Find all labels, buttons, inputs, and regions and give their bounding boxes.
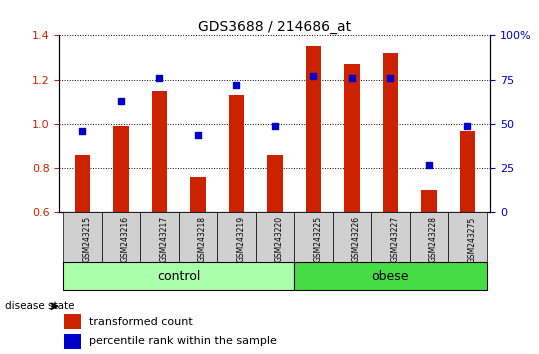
Bar [267, 155, 282, 345]
Bar [151, 91, 167, 345]
Bar [178, 212, 217, 262]
Title: GDS3688 / 214686_at: GDS3688 / 214686_at [198, 21, 351, 34]
Text: GSM243218: GSM243218 [198, 216, 207, 262]
Bar [344, 64, 360, 345]
Bar [421, 190, 437, 345]
Bar [294, 262, 487, 290]
Bar [294, 212, 333, 262]
Text: transformed count: transformed count [89, 316, 193, 327]
Bar [102, 212, 140, 262]
Text: GSM243216: GSM243216 [121, 216, 130, 262]
Point [386, 75, 395, 81]
Point [194, 132, 202, 137]
Point [348, 75, 356, 81]
Bar [113, 126, 129, 345]
Point [425, 162, 433, 167]
Text: GSM243226: GSM243226 [352, 216, 361, 262]
Bar [140, 212, 178, 262]
Text: GSM243219: GSM243219 [237, 216, 245, 262]
Bar [229, 95, 244, 345]
Bar [371, 212, 410, 262]
Text: control: control [157, 270, 201, 282]
Bar [383, 53, 398, 345]
Text: GSM243217: GSM243217 [160, 216, 168, 262]
Text: GSM243227: GSM243227 [390, 216, 399, 262]
Point [271, 123, 279, 129]
Bar [63, 212, 102, 262]
Bar [448, 212, 487, 262]
Text: obese: obese [371, 270, 409, 282]
Text: percentile rank within the sample: percentile rank within the sample [89, 336, 278, 346]
Point [116, 98, 125, 104]
Bar [64, 334, 81, 348]
Bar [63, 262, 294, 290]
Text: GSM243225: GSM243225 [313, 216, 322, 262]
Point [309, 73, 317, 79]
Bar [255, 212, 294, 262]
Bar [190, 177, 205, 345]
Bar [333, 212, 371, 262]
Text: GSM243275: GSM243275 [467, 216, 476, 263]
Bar [217, 212, 255, 262]
Bar [460, 131, 475, 345]
Bar [306, 46, 321, 345]
Point [155, 75, 164, 81]
Point [463, 123, 472, 129]
Text: GSM243228: GSM243228 [429, 216, 438, 262]
Bar [75, 155, 90, 345]
Text: GSM243215: GSM243215 [82, 216, 92, 262]
Bar [64, 314, 81, 329]
Text: disease state: disease state [5, 301, 75, 311]
Text: GSM243220: GSM243220 [275, 216, 284, 262]
Point [232, 82, 241, 88]
Bar [410, 212, 448, 262]
Point [78, 128, 87, 134]
